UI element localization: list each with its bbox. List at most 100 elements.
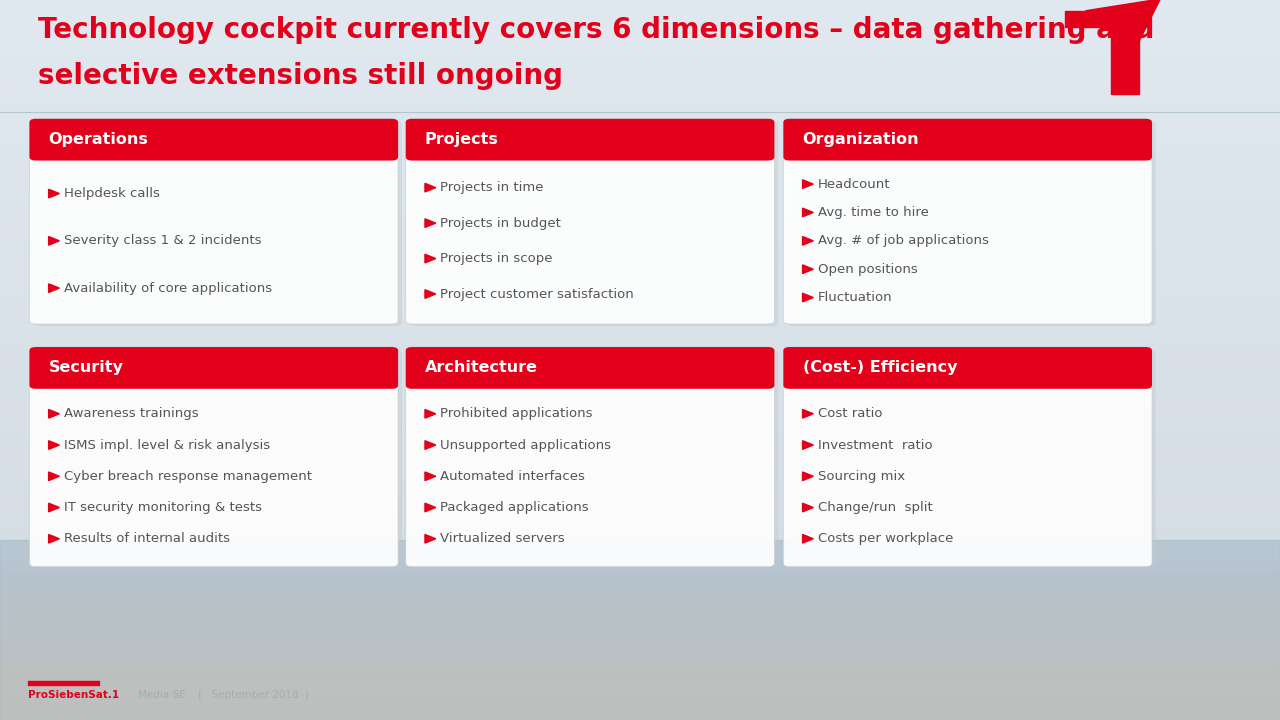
Bar	[0, 274, 1280, 277]
Bar	[0, 238, 1280, 241]
Bar	[0, 688, 1280, 691]
Bar	[0, 302, 1280, 306]
Bar	[0, 148, 1280, 151]
Bar	[0, 699, 1280, 701]
Bar	[0, 292, 1280, 295]
Bar	[0, 536, 1280, 540]
Bar	[0, 389, 1280, 392]
Bar	[0, 554, 1280, 558]
Bar	[0, 569, 1280, 572]
Bar	[36, 122, 392, 157]
Bar	[0, 436, 1280, 439]
Bar	[0, 176, 1280, 180]
Bar	[412, 122, 768, 157]
Bar	[0, 378, 1280, 382]
Bar	[0, 356, 1280, 360]
Bar	[0, 277, 1280, 281]
Bar	[0, 572, 1280, 575]
Bar	[0, 90, 1280, 94]
Bar	[0, 295, 1280, 299]
Text: Awareness trainings: Awareness trainings	[64, 408, 198, 420]
Bar	[0, 367, 1280, 371]
Bar	[0, 18, 1280, 22]
Bar	[0, 47, 1280, 50]
Text: Results of internal audits: Results of internal audits	[64, 532, 230, 545]
FancyBboxPatch shape	[410, 349, 778, 569]
Bar	[0, 673, 1280, 677]
Bar	[0, 575, 1280, 577]
Bar	[0, 360, 1280, 364]
Bar	[0, 346, 1280, 349]
FancyBboxPatch shape	[406, 347, 774, 389]
Text: Unsupported applications: Unsupported applications	[440, 438, 612, 451]
Bar	[0, 108, 1280, 112]
Bar	[0, 72, 1280, 76]
Bar	[0, 349, 1280, 353]
Polygon shape	[425, 410, 435, 418]
Bar	[0, 43, 1280, 47]
Bar	[0, 562, 1280, 564]
Text: Helpdesk calls: Helpdesk calls	[64, 187, 160, 200]
Bar	[0, 680, 1280, 683]
Bar	[0, 655, 1280, 659]
Bar	[0, 609, 1280, 612]
Bar	[790, 351, 1146, 385]
Bar	[0, 454, 1280, 457]
Bar	[0, 223, 1280, 227]
Bar	[0, 338, 1280, 342]
FancyBboxPatch shape	[783, 347, 1152, 567]
Bar	[0, 205, 1280, 209]
Text: Headcount: Headcount	[818, 178, 891, 191]
Bar	[0, 625, 1280, 628]
Bar	[0, 475, 1280, 479]
Bar	[0, 511, 1280, 515]
FancyBboxPatch shape	[406, 347, 774, 567]
Bar	[0, 472, 1280, 475]
Bar	[0, 104, 1280, 108]
Bar	[0, 392, 1280, 396]
Text: Severity class 1 & 2 incidents: Severity class 1 & 2 incidents	[64, 234, 261, 248]
FancyBboxPatch shape	[33, 349, 402, 569]
Text: Prohibited applications: Prohibited applications	[440, 408, 593, 420]
Bar	[0, 634, 1280, 637]
Bar	[0, 662, 1280, 665]
Polygon shape	[803, 293, 813, 302]
Polygon shape	[49, 441, 59, 449]
Bar	[0, 590, 1280, 594]
Bar	[0, 565, 1280, 569]
Bar	[0, 252, 1280, 256]
Text: Availability of core applications: Availability of core applications	[64, 282, 273, 294]
Bar	[0, 418, 1280, 421]
Bar	[0, 140, 1280, 144]
FancyBboxPatch shape	[787, 349, 1156, 569]
Bar	[0, 486, 1280, 490]
FancyBboxPatch shape	[783, 119, 1152, 324]
Bar	[0, 577, 1280, 580]
Bar	[28, 681, 99, 685]
Bar	[0, 654, 1280, 657]
Bar	[0, 313, 1280, 317]
Bar	[0, 590, 1280, 593]
Bar	[0, 622, 1280, 625]
Bar	[0, 76, 1280, 79]
Bar	[0, 36, 1280, 40]
Text: Projects: Projects	[425, 132, 499, 147]
Bar	[0, 540, 1280, 720]
Bar	[0, 54, 1280, 58]
Bar	[0, 504, 1280, 508]
Bar	[0, 691, 1280, 693]
Bar	[0, 284, 1280, 288]
Bar	[0, 533, 1280, 536]
Text: Projects in scope: Projects in scope	[440, 252, 553, 265]
Bar	[0, 685, 1280, 688]
Bar	[790, 368, 1146, 385]
Bar	[0, 617, 1280, 620]
Text: Media SE: Media SE	[138, 690, 186, 700]
Bar	[0, 184, 1280, 187]
Bar	[0, 151, 1280, 155]
Bar	[0, 119, 1280, 122]
Bar	[0, 675, 1280, 678]
Bar	[0, 83, 1280, 86]
Bar	[412, 351, 768, 385]
Bar	[0, 626, 1280, 630]
